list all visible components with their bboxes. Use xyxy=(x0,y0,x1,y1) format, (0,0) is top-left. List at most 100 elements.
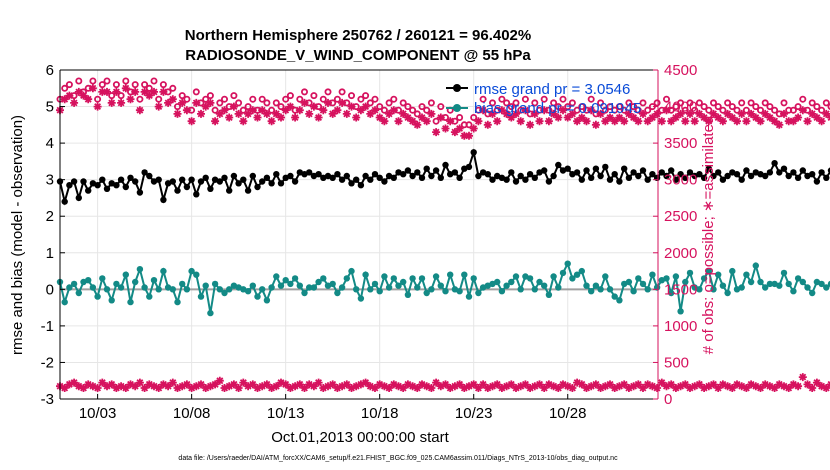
series-4-point-113 xyxy=(587,382,596,391)
series-2-point-65 xyxy=(362,92,370,100)
series-0-point-77 xyxy=(418,174,426,181)
series-4-point-19 xyxy=(145,380,154,389)
series-2-point-32 xyxy=(206,92,214,100)
series-0-point-106 xyxy=(555,161,562,169)
series-4-point-121 xyxy=(624,384,633,392)
series-1-point-139 xyxy=(710,286,717,293)
series-4-point-105 xyxy=(549,382,558,391)
series-2-point-35 xyxy=(220,95,228,103)
series-3-point-88 xyxy=(469,124,478,133)
series-3-point-137 xyxy=(700,113,709,122)
series-3-point-56 xyxy=(319,106,328,115)
series-1-point-47 xyxy=(277,282,285,289)
series-0-point-42 xyxy=(254,183,261,191)
series-4-point-52 xyxy=(300,384,309,392)
series-3-point-20 xyxy=(150,87,158,96)
series-1-point-68 xyxy=(376,288,383,295)
series-0-point-45 xyxy=(268,180,275,187)
series-0-point-139 xyxy=(710,172,717,180)
series-3-point-96 xyxy=(507,113,516,122)
series-3-point-143 xyxy=(728,113,737,122)
series-3-point-148 xyxy=(751,113,760,122)
series-2-point-44 xyxy=(263,99,271,107)
series-0-point-37 xyxy=(230,172,238,180)
series-2-point-34 xyxy=(216,99,224,107)
series-4-point-8 xyxy=(93,384,102,392)
series-3-point-69 xyxy=(380,117,389,126)
series-4-point-23 xyxy=(164,382,173,391)
series-1-point-164 xyxy=(827,280,830,287)
series-3-point-18 xyxy=(140,87,149,96)
series-2-point-10 xyxy=(103,77,111,85)
y-axis-ticks: -3 -2 -1 0 1 2 3 4 5 6 xyxy=(41,62,65,408)
series-0-point-111 xyxy=(578,176,585,183)
series-2-point-144 xyxy=(733,106,741,114)
series-0-point-104 xyxy=(545,178,553,185)
series-0-point-141 xyxy=(719,176,727,183)
series-1-point-125 xyxy=(644,286,651,293)
series-0-point-154 xyxy=(780,165,788,172)
series-4-point-93 xyxy=(493,380,502,389)
series-4-point-2 xyxy=(65,380,74,389)
series-0-point-64 xyxy=(357,182,365,189)
series-1-point-65 xyxy=(362,271,369,278)
series-0-point-118 xyxy=(611,171,618,178)
series-3-point-144 xyxy=(733,117,741,126)
series-2-point-56 xyxy=(319,95,327,103)
series-3-point-123 xyxy=(634,117,643,126)
series-2-point-57 xyxy=(324,88,332,96)
y-axis-right-ticks: 0 500 1000 1500 2000 2500 3000 3500 4000 4500 xyxy=(653,62,697,408)
series-0-point-114 xyxy=(592,165,600,172)
legend-label-rmse: rmse grand pr = 3.0546 xyxy=(474,81,630,98)
series-4-point-45 xyxy=(267,384,276,392)
series-0-point-138 xyxy=(705,165,712,172)
series-3-point-104 xyxy=(544,117,553,126)
series-2-point-75 xyxy=(409,106,417,114)
series-1-point-74 xyxy=(404,291,412,298)
series-2-point-96 xyxy=(507,103,515,111)
series-4-point-63 xyxy=(352,382,361,391)
series-0-point-63 xyxy=(353,176,360,183)
series-3-point-124 xyxy=(639,109,647,118)
series-3-point-29 xyxy=(192,98,201,107)
series-4-point-71 xyxy=(389,380,398,389)
series-0-point-50 xyxy=(291,178,299,185)
series-3-point-59 xyxy=(333,106,342,115)
series-1-point-78 xyxy=(423,289,430,297)
series-0-point-78 xyxy=(423,165,430,172)
series-1-point-143 xyxy=(729,267,736,275)
series-0-point-132 xyxy=(677,171,684,178)
plot-area xyxy=(60,70,658,399)
series-4-point-112 xyxy=(582,384,591,392)
series-0-point-55 xyxy=(315,171,322,178)
series-1-point-77 xyxy=(418,275,426,282)
series-2-point-85 xyxy=(456,114,464,122)
series-2-point-113 xyxy=(587,95,595,103)
series-2-point-122 xyxy=(630,103,638,111)
y-tick-label-7: 4 xyxy=(46,135,54,152)
x-tick-label-4: 10/23 xyxy=(455,405,493,422)
series-4-point-130 xyxy=(667,380,676,389)
series-1-point-146 xyxy=(743,271,750,278)
series-3-point-103 xyxy=(540,106,549,115)
series-3-point-71 xyxy=(389,106,398,115)
series-2-point-73 xyxy=(399,99,407,107)
y-axis-right-label: # of obs: o=possible; ∗=assimilated xyxy=(700,116,717,355)
series-3-point-33 xyxy=(211,117,220,126)
series-4-point-26 xyxy=(178,382,187,391)
series-2-point-27 xyxy=(183,95,191,103)
series-1-point-41 xyxy=(249,282,256,289)
series-0-point-117 xyxy=(606,176,614,183)
series-4-point-139 xyxy=(709,380,718,389)
series-3-point-157 xyxy=(794,113,803,122)
series-1-point-4 xyxy=(75,289,83,297)
y-tick-label-0: -3 xyxy=(41,391,54,408)
series-1-point-104 xyxy=(545,291,553,298)
series-2-point-117 xyxy=(606,103,614,111)
series-3-point-160 xyxy=(808,109,817,118)
series-0-point-53 xyxy=(306,169,313,176)
series-1-point-80 xyxy=(432,273,440,280)
series-2-point-40 xyxy=(244,103,252,111)
series-2-point-97 xyxy=(512,99,520,107)
series-0-point-113 xyxy=(588,174,595,181)
